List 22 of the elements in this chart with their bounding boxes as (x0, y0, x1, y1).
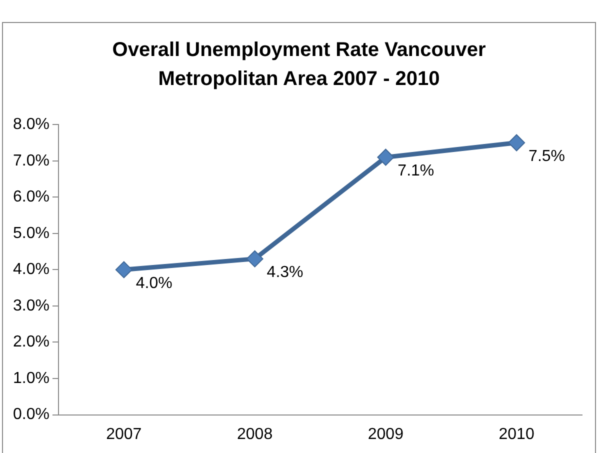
x-tick-label: 2010 (498, 426, 534, 443)
y-tick-label: 2.0% (13, 334, 50, 351)
x-tick-label: 2007 (106, 426, 142, 443)
y-tick-label: 3.0% (13, 297, 50, 314)
point (508, 134, 526, 152)
data-label: 7.5% (528, 148, 566, 166)
y-tick-label: 8.0% (13, 116, 50, 134)
data-label: 4.3% (266, 264, 304, 282)
y-tick-label: 6.0% (13, 188, 50, 206)
point (377, 148, 394, 166)
y-tick-label: 1.0% (13, 370, 50, 387)
chart-title: Overall Unemployment Rate Vancouver Metropolitan Area 2007 - 2010 (111, 38, 487, 92)
y-tick-label: 4.0% (13, 261, 50, 278)
y-tick-label: 0.0% (13, 406, 50, 424)
x-tick-label: 2008 (236, 426, 273, 443)
data-label: 7.1% (398, 162, 434, 180)
x-tick-label: 2009 (368, 426, 404, 443)
data-label: 4.0% (136, 275, 172, 292)
y-tick-label: 7.0% (13, 152, 50, 170)
point (246, 250, 264, 268)
point (115, 261, 132, 278)
y-tick-label: 5.0% (13, 224, 50, 242)
